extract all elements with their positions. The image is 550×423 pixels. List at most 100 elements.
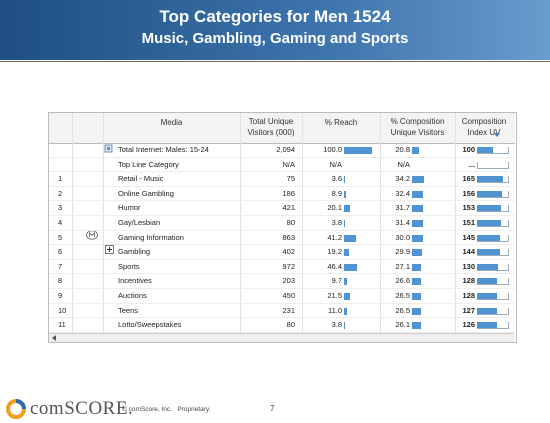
reach: 41.2 [327,232,342,242]
expand-icon [105,245,114,254]
rank: 9 [58,291,63,300]
visitors: 203 [282,276,295,286]
row-rule [49,171,515,173]
reach-bar [344,293,351,300]
media: Online Gambling [118,188,174,198]
reach: 8.9 [331,188,342,198]
reach: 46.4 [327,261,342,271]
column-header: Total Unique Visitors (000) [247,117,295,137]
composition-bar [412,293,422,300]
reach-bar [344,190,347,198]
row-rule [49,185,515,187]
media: Gay/Lesbian [118,218,161,227]
index-bar [477,205,502,212]
reach: 3.6 [331,174,342,184]
composition: 31.4 [395,218,410,227]
reach-bar [344,234,356,242]
index-bar [477,234,501,241]
column-header: Media [160,118,183,127]
media: Retail - Music [118,174,164,184]
composition-bar [412,147,420,154]
index: 156 [462,188,475,198]
rank: 11 [58,320,66,330]
composition: 30.0 [395,232,410,242]
index: 130 [462,261,475,271]
row-rule [49,331,515,333]
total-icon [104,144,113,153]
visitors: N/A [282,159,295,169]
scrollbar[interactable] [49,333,514,342]
rank: 4 [58,218,63,227]
reach-bar [344,205,350,213]
column-header: Composition Index UV [461,117,507,137]
page-number: 7 [270,404,275,413]
media: Teens [118,305,139,315]
index: 128 [462,276,475,286]
subtitle: Music, Gambling, Gaming and Sports [141,30,409,47]
media: Gambling [118,247,151,257]
index: 151 [462,218,475,227]
media: Total Internet: Males: 15-24 [118,145,209,154]
composition-bar [412,249,423,257]
reach: 11.0 [327,305,342,315]
row-rule [49,244,515,246]
reach: 20.1 [327,203,342,213]
index-bar [477,220,502,226]
media: Sports [118,261,140,271]
visitors: 2,094 [276,145,295,154]
index-bar [477,293,498,299]
index: 145 [462,232,475,242]
media: Gaming Information [118,232,184,242]
index-box [477,161,509,169]
composition-bar [412,176,424,184]
composition-bar [412,205,424,213]
reach-bar [344,249,350,257]
header-band [0,0,550,60]
sort-arrow [494,133,500,137]
column-divider [240,113,241,333]
column-divider [72,113,73,333]
row-rule [49,156,515,158]
index-bar [477,176,504,183]
title: Top Categories for Men 1524 [159,7,391,26]
reach-bar [344,322,346,330]
visitors: 421 [282,203,295,213]
reach: 3.8 [331,218,342,227]
composition-bar [412,322,422,330]
row-rule [49,229,515,231]
index: 100 [462,145,475,154]
composition: 26.5 [395,291,410,300]
reach: 21.5 [327,291,342,300]
column-divider [302,113,303,333]
table [48,112,517,343]
media: Top Line Category [118,159,179,169]
reach-bar [344,278,347,286]
logo-text: comSCORE. [30,398,134,419]
rank: 10 [58,305,67,315]
composition-bar [412,307,422,315]
column-divider [455,113,456,333]
reach-bar [344,147,372,154]
row-rule [49,258,515,260]
index: 126 [462,320,475,330]
row-rule [49,317,515,319]
visitors: 186 [282,188,295,198]
index: ... [468,159,475,169]
media-icon [86,230,98,240]
reach: N/A [329,159,342,169]
composition: 32.4 [395,188,410,198]
rank: 6 [58,247,63,257]
row-rule [49,273,515,275]
visitors: 863 [282,232,295,242]
composition: 29.9 [395,247,410,257]
reach: 3.8 [331,320,342,330]
media: Auctions [118,291,147,300]
scroll-arrow[interactable] [52,335,56,341]
rank: 1 [58,174,63,184]
composition-bar [412,278,422,286]
media: Incentives [118,276,152,286]
column-divider [380,113,381,333]
index: 165 [462,174,475,184]
visitors: 402 [282,247,295,257]
copyright: © comScore, Inc. Proprietary. [122,406,211,413]
